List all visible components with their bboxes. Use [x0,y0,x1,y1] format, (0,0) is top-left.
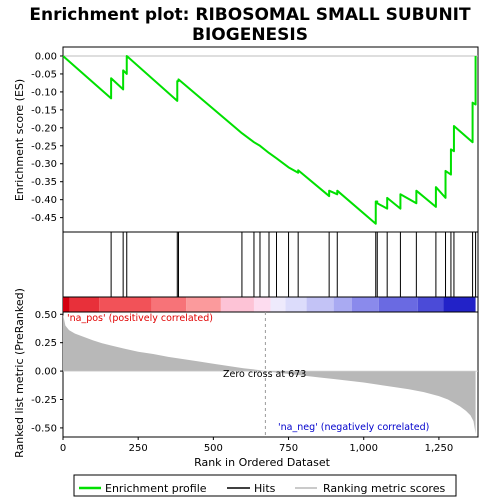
es-profile-line [62,54,477,225]
es-tick-label-6: -0.30 [31,159,57,170]
colorbar-segment-2 [99,297,152,312]
es-tick-label-3: -0.15 [31,105,57,116]
x-tick-label-5: 1,250 [425,443,454,454]
x-tick-label-4: 1,000 [349,443,378,454]
es-tick-label-5: -0.25 [31,141,57,152]
x-axis-label: Rank in Ordered Dataset [194,456,331,469]
chart-title-line2: BIOGENESIS [192,25,308,45]
x-tick-label-2: 500 [204,443,223,454]
metric-tick-label-3: -0.25 [31,395,57,406]
colorbar-segment-8 [285,297,307,312]
es-tick-label-0: 0.00 [35,51,57,62]
es-profile-layer [62,54,477,225]
colorbar-segment-9 [306,297,334,312]
x-tick-label-0: 0 [60,443,66,454]
metric-tick-label-0: 0.50 [35,310,57,321]
metric-tick-label-1: 0.25 [35,338,57,349]
es-tick-label-8: -0.40 [31,195,57,206]
es-tick-label-1: -0.05 [31,69,57,80]
x-tick-label-3: 750 [279,443,298,454]
legend-box [73,474,457,497]
chart-title-line1: Enrichment plot: RIBOSOMAL SMALL SUBUNIT [29,5,471,25]
es-tick-label-7: -0.35 [31,177,57,188]
colorbar-segment-1 [69,297,100,312]
es-tick-label-9: -0.45 [31,213,57,224]
neg-correlated-label: 'na_neg' (negatively correlated) [278,422,429,433]
es-y-axis-label: Enrichment score (ES) [13,79,26,201]
es-tick-label-4: -0.20 [31,123,57,134]
metric-layer [63,312,478,437]
colorbar-segment-13 [417,297,444,312]
colorbar-segment-11 [351,297,379,312]
es-panel [62,46,479,233]
colorbar-segment-6 [253,297,271,312]
colorbar-segment-3 [151,297,187,312]
metric-area [63,314,476,434]
metric-tick-label-2: 0.00 [35,367,57,378]
legend-metric-label: Ranking metric scores [323,482,445,495]
axis-ticks-layer: 0.00 -0.05 -0.10 -0.15 -0.20 -0.25 -0.30 -0.35 -… [31,51,453,454]
pos-correlated-label: 'na_pos' (positively correlated) [67,313,213,324]
metric-y-axis-label: Ranked list metric (PreRanked) [13,288,26,458]
x-tick-label-1: 250 [129,443,148,454]
es-tick-label-2: -0.10 [31,87,57,98]
colorbar-segment-5 [220,297,254,312]
metric-tick-label-4: -0.50 [31,423,57,434]
hits-layer [62,232,477,297]
colorbar-segment-12 [378,297,418,312]
colorbar-segment-0 [63,297,70,312]
legend-profile-label: Enrichment profile [105,482,207,495]
hits-panel [62,231,479,298]
zero-cross-label: Zero cross at 673 [223,369,306,380]
colorbar-segment-10 [333,297,352,312]
colorbar-segment-4 [186,297,221,312]
colorbar-layer [63,297,476,312]
legend-hits-label: Hits [254,482,276,495]
colorbar-segment-7 [270,297,286,312]
colorbar-segment-14 [443,297,476,312]
